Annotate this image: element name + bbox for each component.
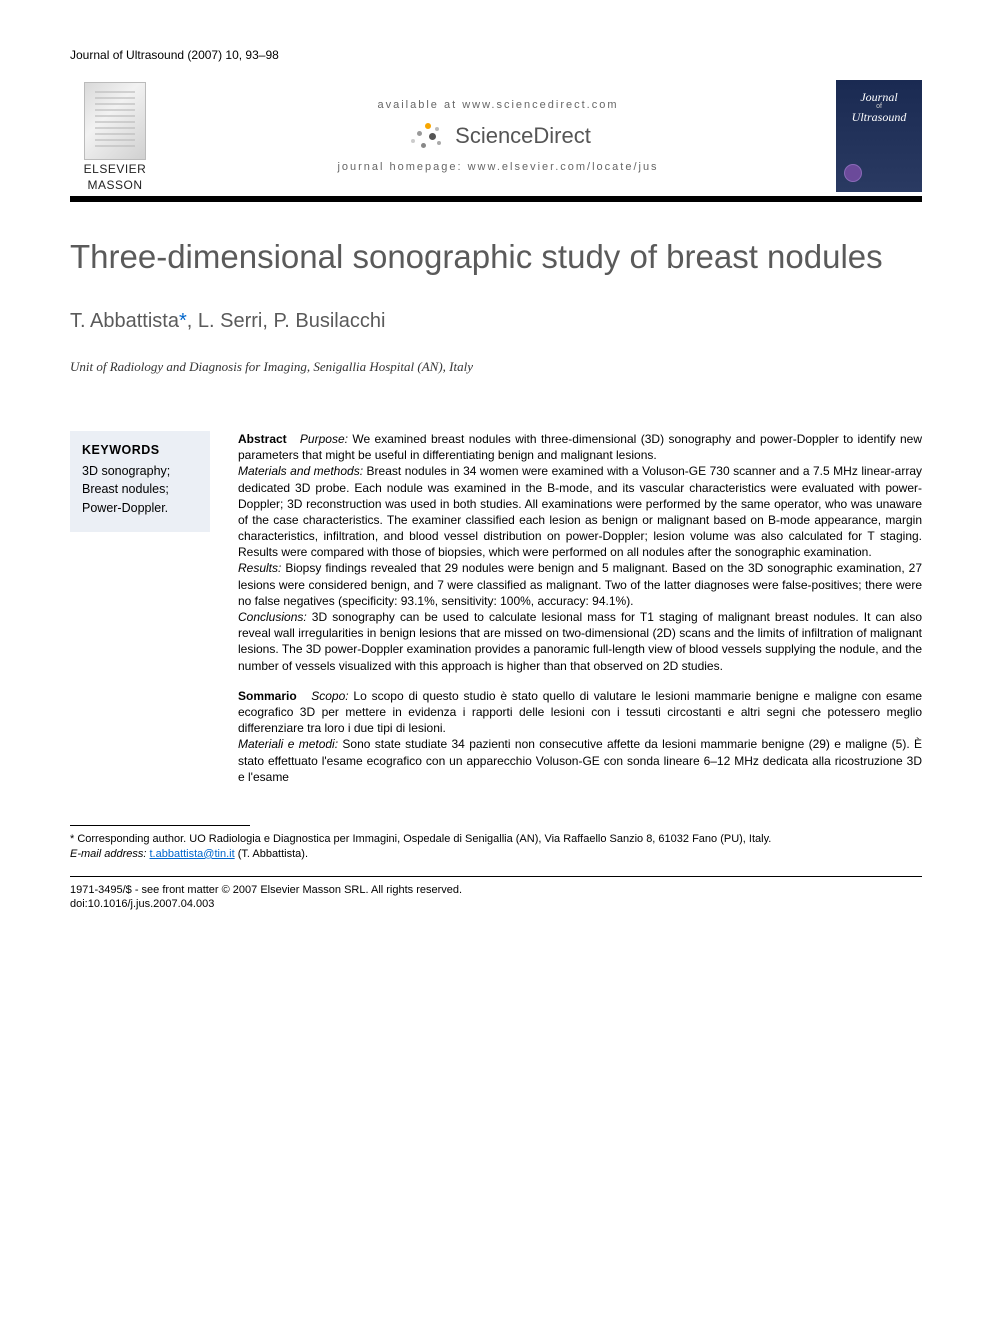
- authors-line: T. Abbattista*, L. Serri, P. Busilacchi: [70, 310, 922, 333]
- header-band: ELSEVIER MASSON available at www.science…: [70, 80, 922, 192]
- corresponding-author-note: * Corresponding author. UO Radiologia e …: [70, 832, 922, 847]
- corresponding-asterisk: *: [179, 310, 187, 332]
- email-label: E-mail address:: [70, 848, 146, 860]
- sommario-label: Sommario: [238, 689, 297, 703]
- author-sep: ,: [187, 310, 198, 332]
- sciencedirect-dots-icon: [405, 121, 445, 151]
- keyword-item: 3D sonography;: [82, 462, 198, 481]
- author-sep: ,: [262, 310, 273, 332]
- abstract-column: Abstract Purpose: We examined breast nod…: [238, 431, 922, 799]
- cover-title-of: of: [876, 103, 882, 110]
- email-link[interactable]: t.abbattista@tin.it: [149, 848, 234, 860]
- email-suffix: (T. Abbattista).: [235, 848, 308, 860]
- purpose-label: Purpose:: [300, 432, 348, 446]
- doi-line: doi:10.1016/j.jus.2007.04.003: [70, 897, 922, 912]
- author-2: L. Serri: [198, 310, 262, 332]
- header-center: available at www.sciencedirect.com Scien…: [184, 80, 812, 192]
- header-rule: [70, 196, 922, 202]
- author-1: T. Abbattista: [70, 310, 179, 332]
- methods-text: Breast nodules in 34 women were examined…: [238, 464, 922, 559]
- journal-reference: Journal of Ultrasound (2007) 10, 93–98: [70, 48, 922, 62]
- journal-homepage-text: journal homepage: www.elsevier.com/locat…: [337, 161, 658, 173]
- results-text: Biopsy findings revealed that 29 nodules…: [238, 561, 922, 607]
- sciencedirect-logo: ScienceDirect: [405, 121, 591, 151]
- copyright-block: 1971-3495/$ - see front matter © 2007 El…: [70, 883, 922, 913]
- footnotes: * Corresponding author. UO Radiologia e …: [70, 832, 922, 862]
- footnote-rule: [70, 825, 250, 826]
- methods-label: Materials and methods:: [238, 464, 363, 478]
- affiliation: Unit of Radiology and Diagnosis for Imag…: [70, 359, 922, 375]
- abstract-italian: Sommario Scopo: Lo scopo di questo studi…: [238, 688, 922, 785]
- sciencedirect-name: ScienceDirect: [455, 123, 591, 149]
- available-at-text: available at www.sciencedirect.com: [377, 99, 618, 111]
- keywords-box: KEYWORDS 3D sonography; Breast nodules; …: [70, 431, 210, 532]
- elsevier-tree-icon: [84, 82, 146, 160]
- conclusions-text: 3D sonography can be used to calculate l…: [238, 610, 922, 673]
- scopo-label: Scopo:: [311, 689, 348, 703]
- publisher-name-1: ELSEVIER: [84, 162, 147, 176]
- cover-badge-icon: [844, 164, 862, 182]
- keyword-item: Power-Doppler.: [82, 499, 198, 518]
- results-label: Results:: [238, 561, 281, 575]
- article-title: Three-dimensional sonographic study of b…: [70, 238, 922, 276]
- materiali-text: Sono state studiate 34 pazienti non cons…: [238, 737, 922, 783]
- abstract-label: Abstract: [238, 432, 287, 446]
- author-3: P. Busilacchi: [273, 310, 385, 332]
- cover-title-line2: Ultrasound: [852, 110, 907, 125]
- copyright-line-1: 1971-3495/$ - see front matter © 2007 El…: [70, 883, 922, 898]
- abstract-english: Abstract Purpose: We examined breast nod…: [238, 431, 922, 674]
- conclusions-label: Conclusions:: [238, 610, 307, 624]
- body-columns: KEYWORDS 3D sonography; Breast nodules; …: [70, 431, 922, 799]
- publisher-logo: ELSEVIER MASSON: [70, 80, 160, 192]
- journal-cover-thumbnail: Journal of Ultrasound: [836, 80, 922, 192]
- publisher-name-2: MASSON: [87, 178, 142, 192]
- bottom-rule: [70, 876, 922, 877]
- keywords-heading: KEYWORDS: [82, 441, 198, 460]
- keyword-item: Breast nodules;: [82, 480, 198, 499]
- materiali-label: Materiali e metodi:: [238, 737, 338, 751]
